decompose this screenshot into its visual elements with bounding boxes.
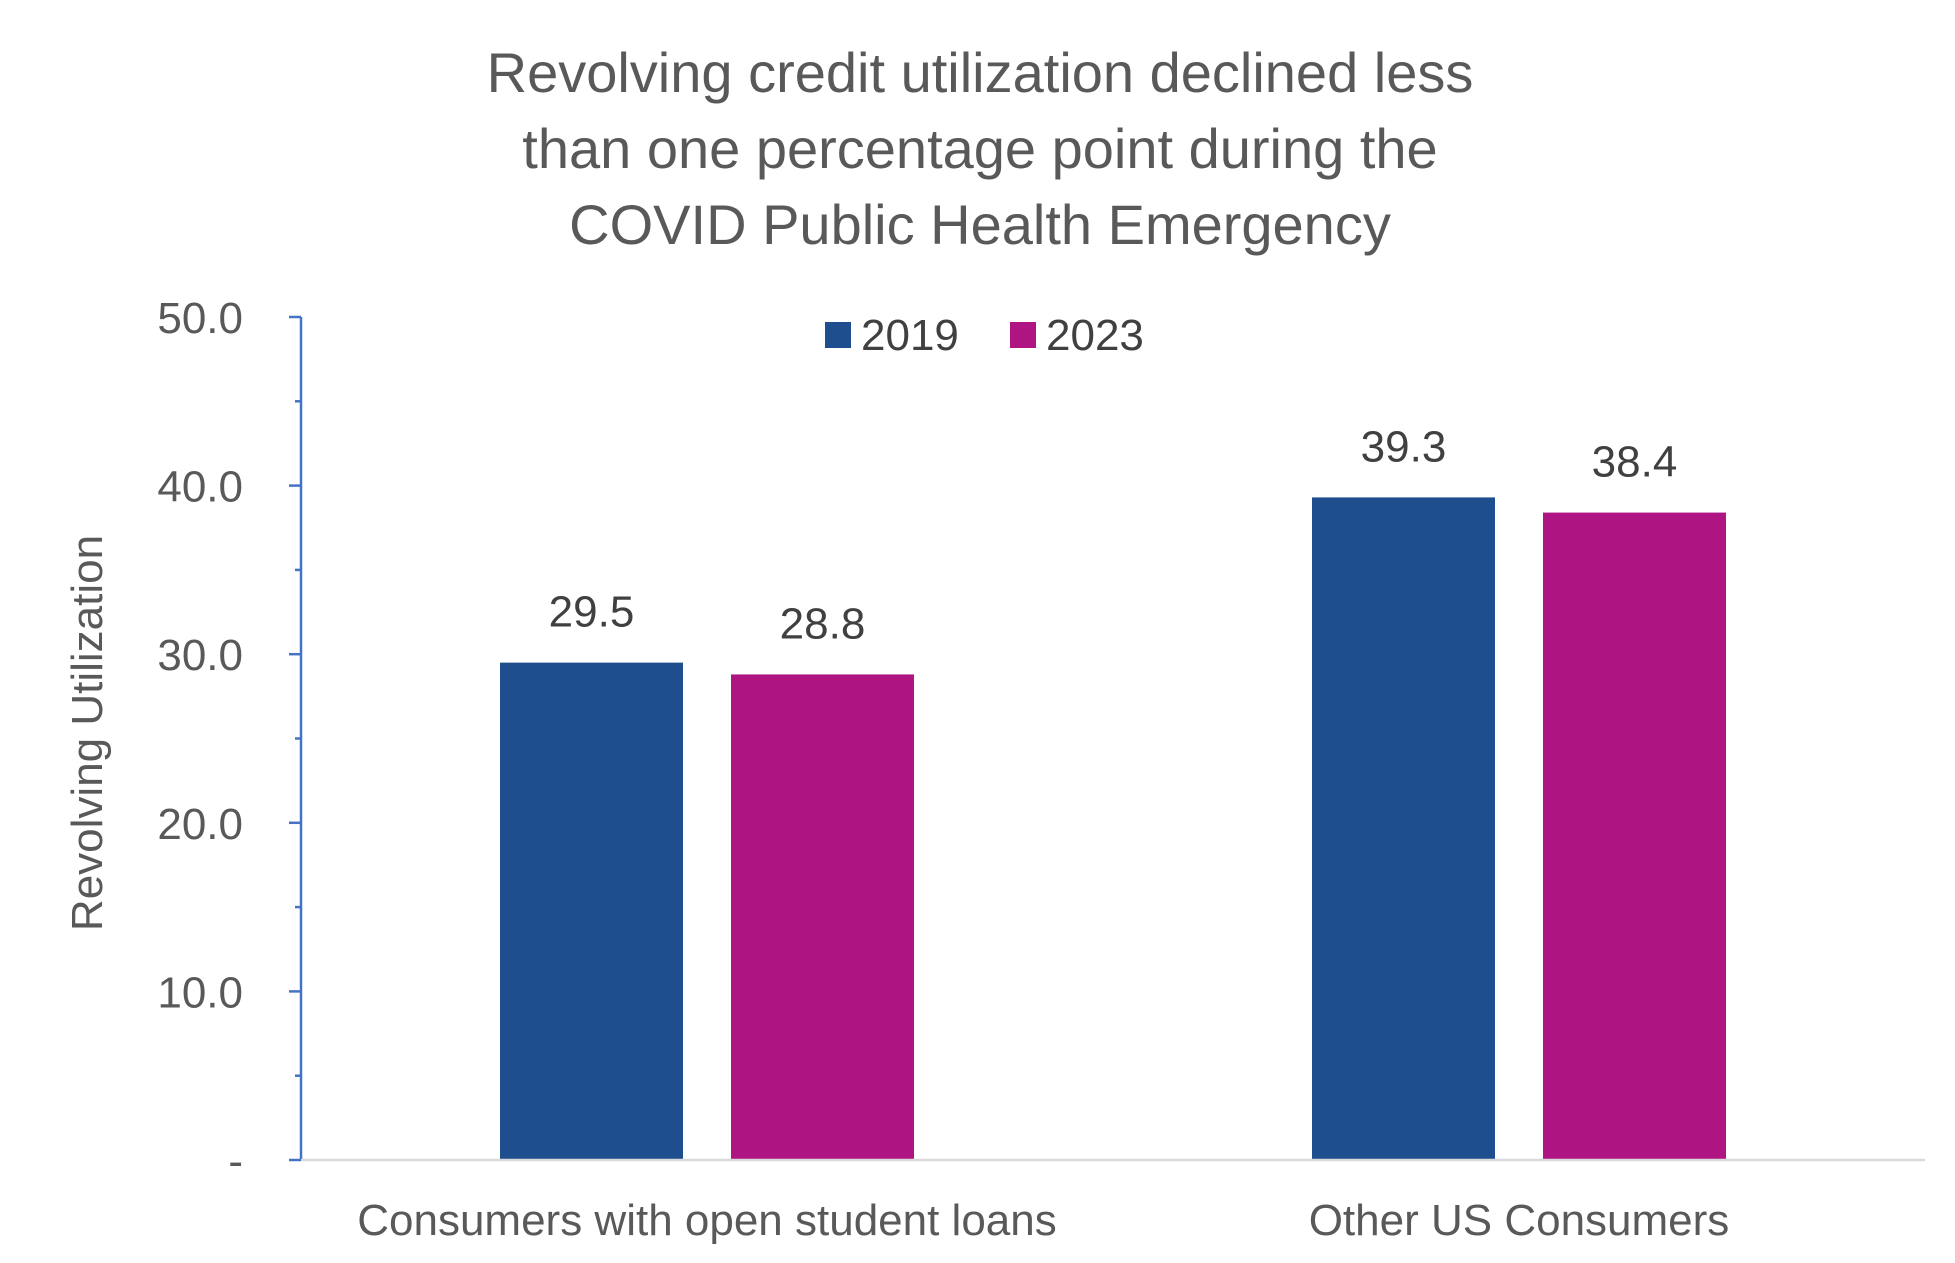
- y-tick-label: 40.0: [157, 463, 243, 512]
- legend: 2019 2023: [825, 311, 1144, 360]
- y-axis-title: Revolving Utilization: [63, 535, 112, 931]
- bar-2019-1: [500, 662, 683, 1160]
- chart-title: Revolving credit utilization declined le…: [487, 41, 1474, 256]
- data-labels: 29.5 28.8 39.3 38.4: [549, 422, 1678, 648]
- data-label-2019-1: 29.5: [549, 588, 635, 637]
- x-axis: Consumers with open student loans Other U…: [301, 1158, 1925, 1245]
- bar-2023-2: [1543, 512, 1726, 1160]
- chart-title-line: than one percentage point during the: [522, 117, 1437, 180]
- y-tick-label: -: [228, 1137, 243, 1186]
- x-category-label: Other US Consumers: [1309, 1196, 1730, 1245]
- bars: [500, 497, 1726, 1161]
- legend-swatch-2019: [825, 322, 851, 348]
- chart-title-line: Revolving credit utilization declined le…: [487, 41, 1474, 104]
- data-label-2023-1: 28.8: [780, 599, 866, 648]
- data-label-2023-2: 38.4: [1592, 438, 1678, 487]
- bar-2023-1: [731, 674, 914, 1160]
- legend-label-2023: 2023: [1046, 311, 1144, 360]
- legend-swatch-2023: [1010, 322, 1036, 348]
- y-tick-label: 20.0: [157, 800, 243, 849]
- y-axis: - 10.0 20.0 30.0 40.0 50.0: [157, 294, 303, 1186]
- bar-2019-2: [1312, 497, 1495, 1161]
- chart-title-line: COVID Public Health Emergency: [569, 193, 1391, 256]
- data-label-2019-2: 39.3: [1361, 422, 1447, 471]
- x-category-label: Consumers with open student loans: [357, 1196, 1057, 1245]
- legend-label-2019: 2019: [861, 311, 959, 360]
- y-tick-label: 50.0: [157, 294, 243, 343]
- y-tick-label: 10.0: [157, 968, 243, 1017]
- y-tick-label: 30.0: [157, 631, 243, 680]
